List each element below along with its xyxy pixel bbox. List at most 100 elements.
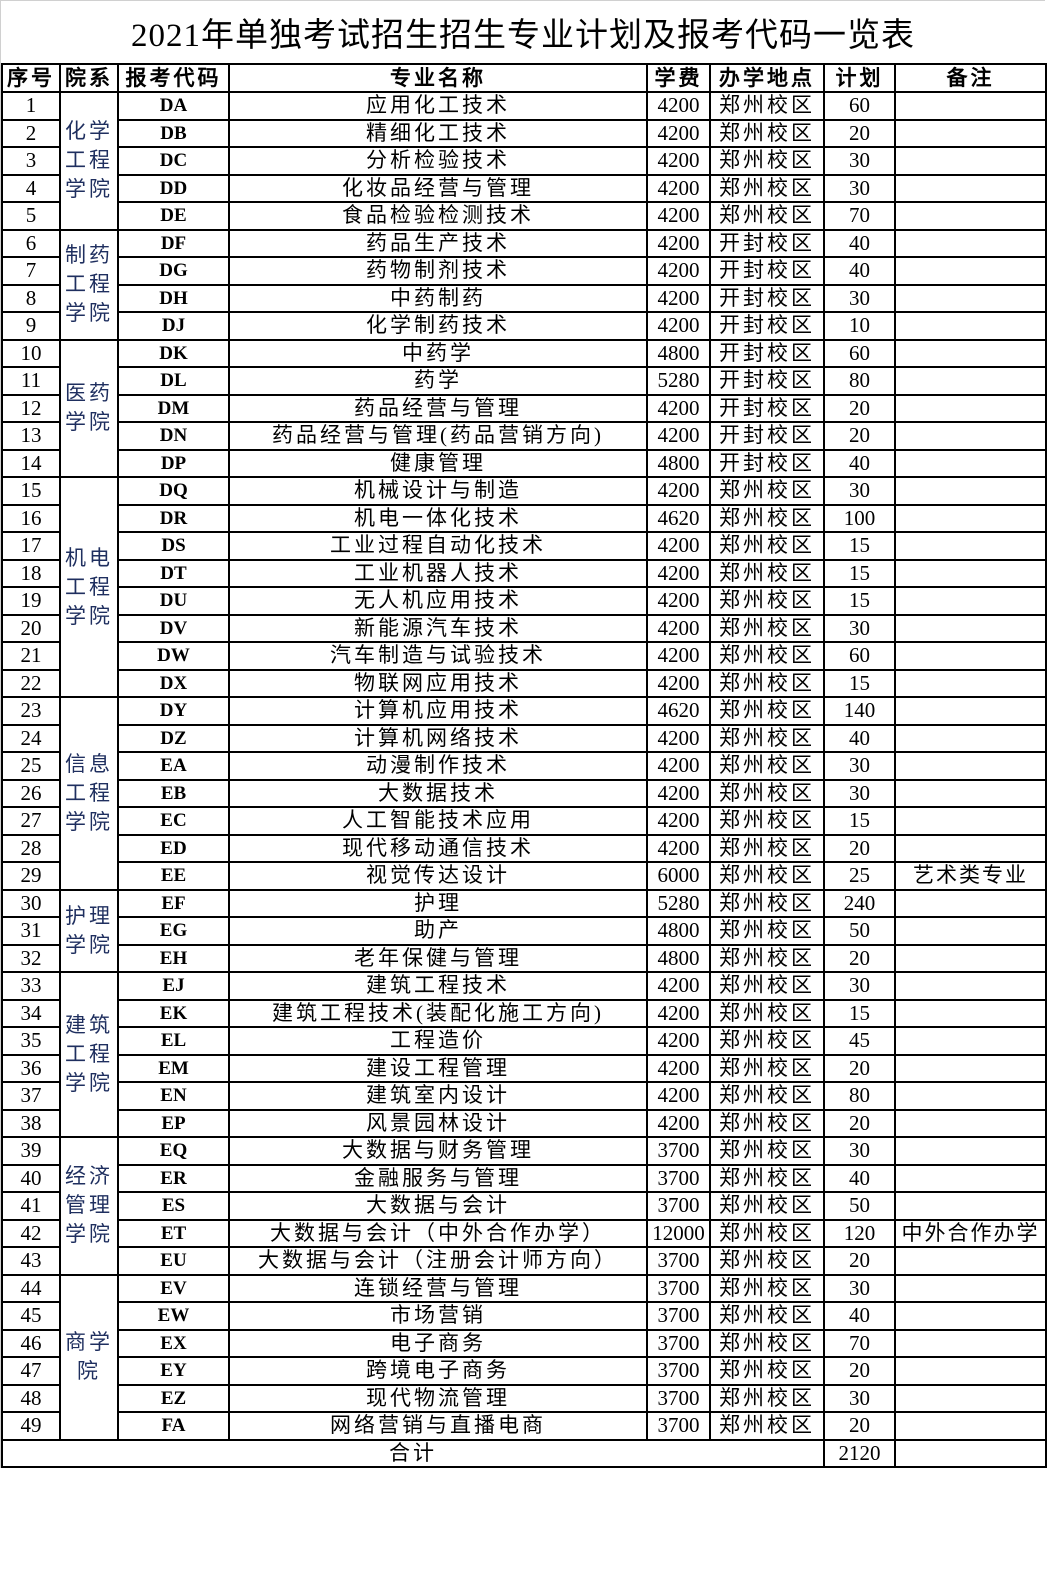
- cell-tuition: 4200: [646, 118, 711, 148]
- cell-code: DD: [117, 173, 230, 203]
- table-row: 30 护理学院 EF 护理 5280 郑州校区 240: [1, 888, 1047, 973]
- cell-major: 汽车制造与试验技术: [228, 641, 648, 671]
- cell-tuition: 4200: [646, 998, 711, 1028]
- cell-campus: 开封校区: [709, 228, 825, 258]
- table-row: 26 EB 大数据技术 4200 郑州校区 30: [1, 778, 1047, 808]
- cell-seq: 47: [1, 1356, 61, 1386]
- cell-seq: 41: [1, 1191, 61, 1221]
- cell-tuition: 4200: [646, 1053, 711, 1083]
- table-row: 19 DU 无人机应用技术 4200 郑州校区 15: [1, 586, 1047, 616]
- cell-seq: 37: [1, 1081, 61, 1111]
- cell-plan: 25: [823, 861, 896, 891]
- cell-plan: 15: [823, 668, 896, 698]
- cell-tuition: 4200: [646, 668, 711, 698]
- cell-campus: 郑州校区: [709, 1411, 825, 1441]
- cell-seq: 5: [1, 201, 61, 231]
- cell-tuition: 4800: [646, 448, 711, 478]
- cell-code: EC: [117, 806, 230, 836]
- cell-major: 分析检验技术: [228, 146, 648, 176]
- cell-code: EJ: [117, 971, 230, 1001]
- cell-major: 连锁经营与管理: [228, 1273, 648, 1303]
- cell-major: 药学: [228, 366, 648, 396]
- table-row: 41 ES 大数据与会计 3700 郑州校区 50: [1, 1191, 1047, 1221]
- cell-plan: 140: [823, 696, 896, 726]
- cell-campus: 郑州校区: [709, 696, 825, 726]
- cell-note: [894, 1108, 1047, 1138]
- cell-campus: 郑州校区: [709, 888, 825, 918]
- cell-tuition: 3700: [646, 1383, 711, 1413]
- cell-major: 工程造价: [228, 1026, 648, 1056]
- cell-campus: 开封校区: [709, 448, 825, 478]
- cell-seq: 15: [1, 476, 61, 506]
- table-row: 29 EE 视觉传达设计 6000 郑州校区 25 艺术类专业: [1, 861, 1047, 891]
- cell-seq: 17: [1, 531, 61, 561]
- cell-code: DQ: [117, 476, 230, 506]
- table-row: 6 制药工程学院 DF 药品生产技术 4200 开封校区 40: [1, 228, 1047, 341]
- cell-campus: 郑州校区: [709, 1356, 825, 1386]
- table-row: 10 医药学院 DK 中药学 4800 开封校区 60: [1, 338, 1047, 478]
- cell-department: 信息工程学院: [59, 696, 119, 891]
- cell-note: [894, 1328, 1047, 1358]
- cell-major: 健康管理: [228, 448, 648, 478]
- cell-note: [894, 1136, 1047, 1166]
- table-row: 38 EP 风景园林设计 4200 郑州校区 20: [1, 1108, 1047, 1138]
- cell-note: [894, 1383, 1047, 1413]
- cell-tuition: 6000: [646, 861, 711, 891]
- cell-plan: 20: [823, 1356, 896, 1386]
- cell-plan: 30: [823, 971, 896, 1001]
- cell-plan: 20: [823, 1053, 896, 1083]
- cell-major: 药品生产技术: [228, 228, 648, 258]
- cell-note: [894, 1081, 1047, 1111]
- cell-campus: 郑州校区: [709, 1273, 825, 1303]
- cell-code: EU: [117, 1246, 230, 1276]
- cell-seq: 9: [1, 311, 61, 341]
- header-tuition: 学费: [646, 63, 711, 93]
- cell-seq: 19: [1, 586, 61, 616]
- cell-plan: 30: [823, 751, 896, 781]
- cell-campus: 郑州校区: [709, 861, 825, 891]
- cell-campus: 郑州校区: [709, 833, 825, 863]
- table-row: 46 EX 电子商务 3700 郑州校区 70: [1, 1328, 1047, 1358]
- table-row: 39 经济管理学院 EQ 大数据与财务管理 3700 郑州校区 30: [1, 1136, 1047, 1276]
- cell-plan: 20: [823, 393, 896, 423]
- cell-plan: 20: [823, 1108, 896, 1138]
- cell-major: 药品经营与管理(药品营销方向): [228, 421, 648, 451]
- cell-tuition: 4200: [646, 476, 711, 506]
- cell-major: 建筑室内设计: [228, 1081, 648, 1111]
- cell-major: 大数据与会计（注册会计师方向）: [228, 1246, 648, 1276]
- cell-note: [894, 338, 1047, 368]
- table-row: 2 DB 精细化工技术 4200 郑州校区 20: [1, 118, 1047, 148]
- cell-code: DR: [117, 503, 230, 533]
- cell-department: 商学院: [59, 1273, 119, 1441]
- cell-major: 动漫制作技术: [228, 751, 648, 781]
- cell-code: DH: [117, 283, 230, 313]
- cell-note: [894, 916, 1047, 946]
- cell-note: [894, 696, 1047, 726]
- cell-seq: 46: [1, 1328, 61, 1358]
- cell-campus: 郑州校区: [709, 641, 825, 671]
- cell-campus: 郑州校区: [709, 1246, 825, 1276]
- cell-seq: 3: [1, 146, 61, 176]
- cell-plan: 40: [823, 256, 896, 286]
- cell-tuition: 3700: [646, 1191, 711, 1221]
- cell-tuition: 4200: [646, 283, 711, 313]
- cell-note: 中外合作办学: [894, 1218, 1047, 1248]
- cell-campus: 郑州校区: [709, 1163, 825, 1193]
- cell-department: 化学工程学院: [59, 91, 119, 231]
- cell-code: DJ: [117, 311, 230, 341]
- cell-major: 应用化工技术: [228, 91, 648, 121]
- cell-seq: 26: [1, 778, 61, 808]
- header-plan: 计划: [823, 63, 896, 93]
- cell-note: [894, 586, 1047, 616]
- table-row: 33 建筑工程学院 EJ 建筑工程技术 4200 郑州校区 30: [1, 971, 1047, 1138]
- cell-code: DB: [117, 118, 230, 148]
- cell-plan: 15: [823, 806, 896, 836]
- cell-tuition: 3700: [646, 1163, 711, 1193]
- cell-plan: 30: [823, 778, 896, 808]
- cell-campus: 郑州校区: [709, 503, 825, 533]
- cell-tuition: 4620: [646, 696, 711, 726]
- cell-code: DW: [117, 641, 230, 671]
- cell-major: 现代移动通信技术: [228, 833, 648, 863]
- cell-seq: 16: [1, 503, 61, 533]
- cell-note: [894, 558, 1047, 588]
